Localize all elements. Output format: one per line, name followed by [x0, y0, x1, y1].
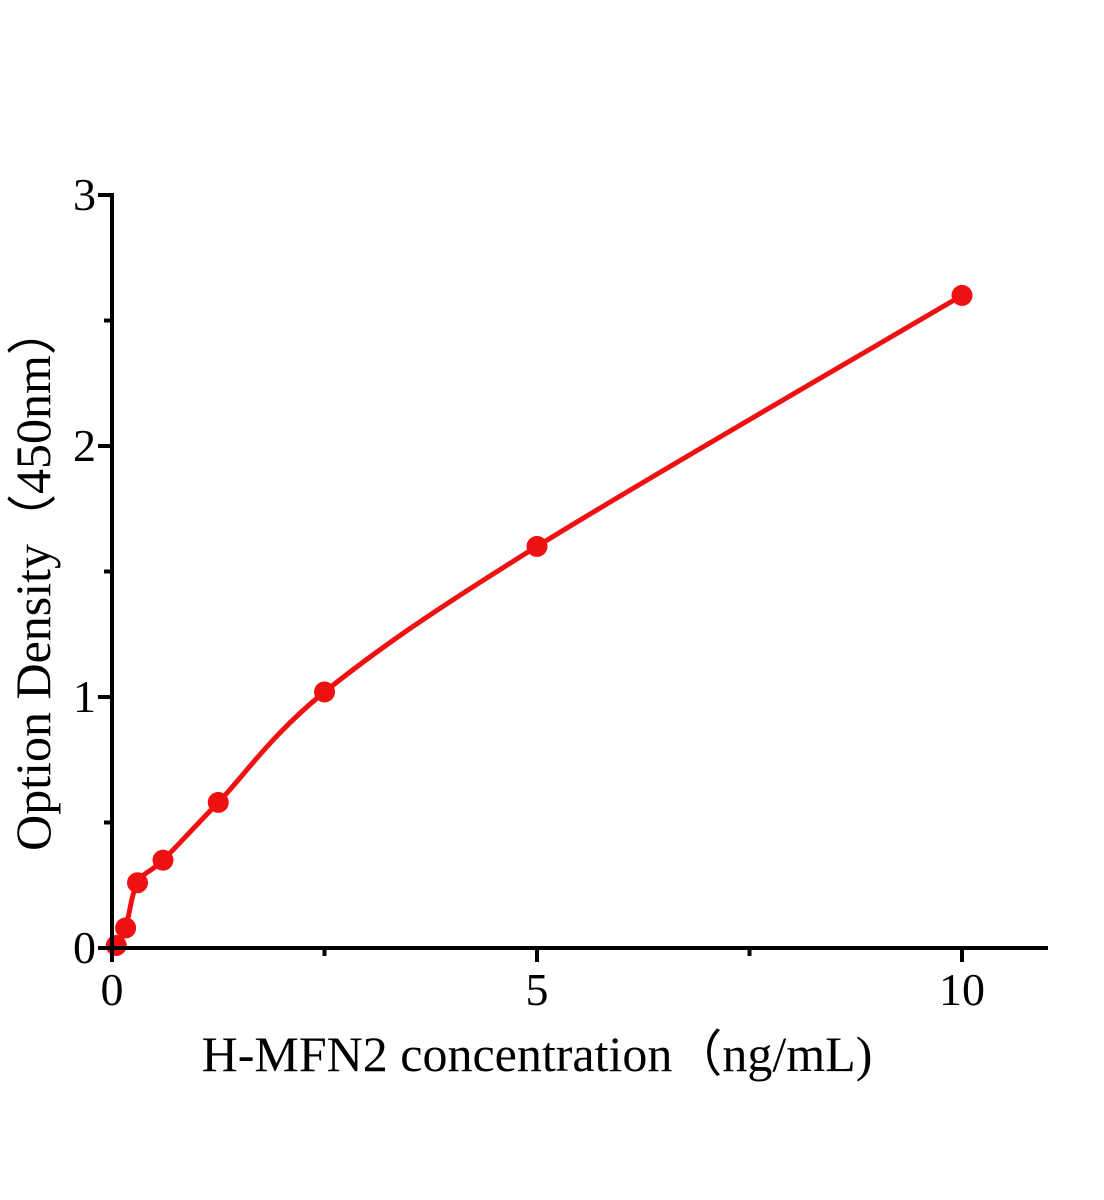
data-point-marker: [951, 284, 973, 306]
data-point-marker: [152, 849, 174, 871]
y-axis-title: Option Density（450nm）: [5, 305, 61, 851]
data-point-marker: [115, 917, 137, 939]
x-tick-label: 5: [526, 964, 549, 1015]
x-tick-label: 0: [101, 964, 124, 1015]
data-point-marker: [526, 535, 548, 557]
y-tick-label: 0: [73, 922, 96, 973]
y-tick-label: 2: [73, 420, 96, 471]
data-point-marker: [127, 872, 148, 894]
fit-curve-line: [114, 293, 964, 947]
y-tick-label: 3: [73, 169, 96, 220]
data-point-marker: [314, 681, 335, 703]
x-axis-title: H-MFN2 concentration（ng/mL): [202, 1026, 873, 1082]
x-tick-label: 10: [939, 964, 985, 1015]
data-point-marker: [207, 791, 229, 813]
y-tick-label: 1: [73, 671, 96, 722]
